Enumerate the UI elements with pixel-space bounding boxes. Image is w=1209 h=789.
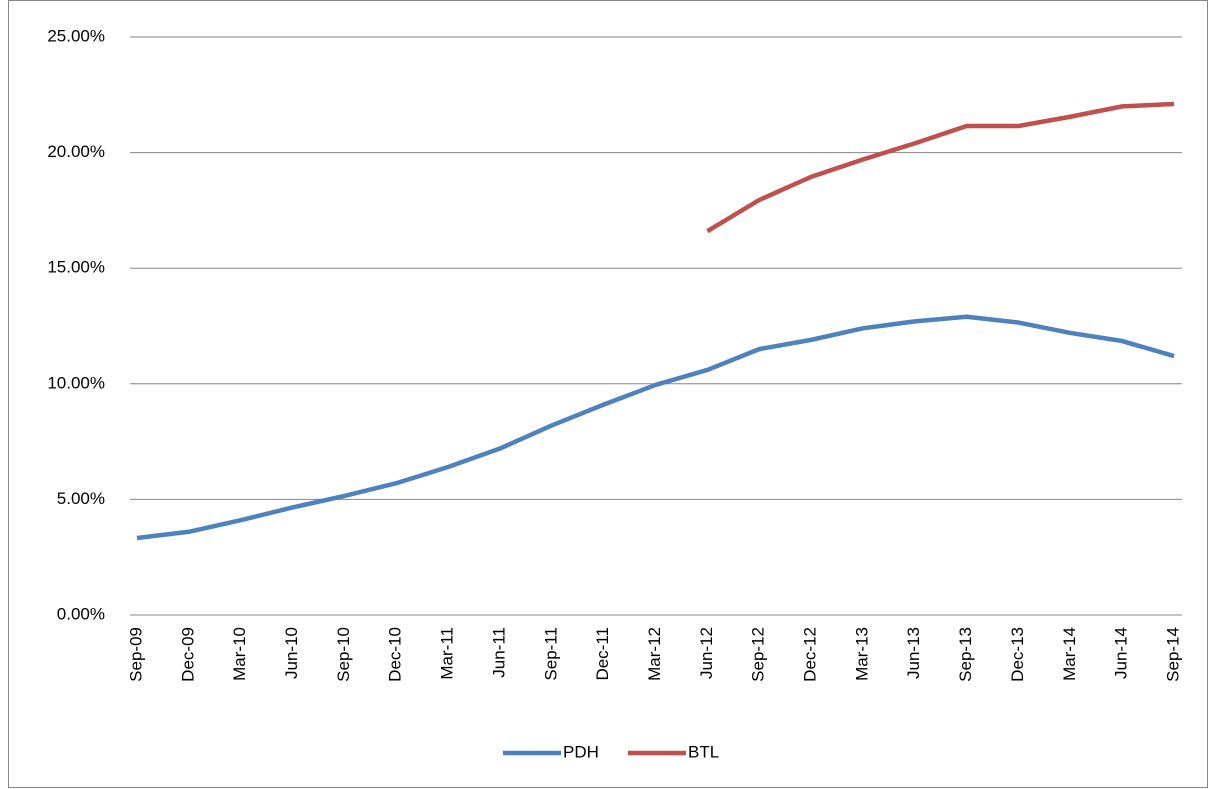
x-tick-label: Mar-10: [230, 627, 249, 681]
x-tick-label: Jun-10: [282, 627, 301, 679]
x-tick-label: Sep-09: [126, 627, 145, 682]
x-tick-label: Mar-11: [438, 627, 457, 680]
legend-label: BTL: [688, 742, 719, 761]
x-tick-label: Dec-12: [801, 627, 820, 682]
x-tick-label: Sep-13: [956, 627, 975, 682]
x-tick-label: Sep-12: [749, 627, 768, 682]
x-tick-label: Mar-14: [1060, 627, 1079, 681]
x-tick-label: Sep-10: [334, 627, 353, 682]
x-tick-label: Mar-12: [645, 627, 664, 681]
x-tick-label: Dec-10: [386, 627, 405, 682]
x-tick-label: Dec-13: [1008, 627, 1027, 682]
x-tick-label: Jun-11: [489, 627, 508, 678]
x-tick-label: Jun-12: [697, 627, 716, 679]
y-tick-label: 5.00%: [57, 489, 105, 508]
x-tick-label: Sep-11: [541, 627, 560, 681]
series-line: [706, 101, 1175, 234]
x-tick-label: Dec-09: [178, 627, 197, 682]
y-tick-label: 10.00%: [47, 373, 105, 392]
y-tick-label: 0.00%: [57, 604, 105, 623]
chart-frame: [8, 0, 1208, 788]
y-tick-label: 15.00%: [47, 258, 105, 277]
x-tick-label: Jun-13: [904, 627, 923, 679]
x-tick-label: Dec-11: [593, 627, 612, 681]
y-tick-label: 20.00%: [47, 142, 105, 161]
x-tick-label: Jun-14: [1112, 627, 1131, 679]
legend-label: PDH: [563, 742, 599, 761]
x-tick-label: Sep-14: [1163, 627, 1182, 682]
y-tick-label: 25.00%: [47, 26, 105, 45]
series-line: [136, 314, 1175, 541]
x-tick-label: Mar-13: [852, 627, 871, 681]
